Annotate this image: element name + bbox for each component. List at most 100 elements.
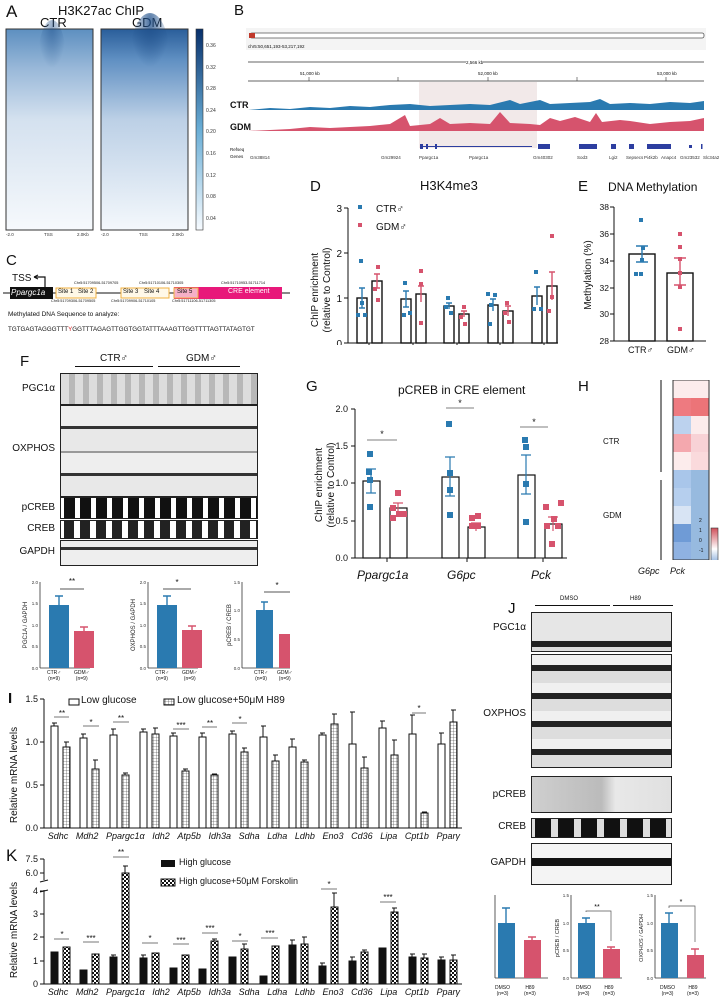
panel-g-letter: G [306,378,318,395]
gene-label: Ppargc1a [469,155,489,160]
svg-text:**: ** [118,714,124,723]
colorbar-ticks: 0.36 0.32 0.28 0.24 0.20 0.16 0.12 0.08 … [206,36,216,230]
svg-text:0.5: 0.5 [563,948,570,953]
h-col-pck: Pck [670,566,686,576]
svg-text:pCREB / CREB: pCREB / CREB [227,604,233,646]
blot-j-pcreb [531,776,672,813]
panel-d-letter: D [310,178,321,195]
svg-text:1: 1 [33,956,38,966]
x-label: Sdhc [47,987,69,997]
svg-text:ChIP enrichment: ChIP enrichment [314,448,325,523]
h-tick: 2 [699,518,702,524]
j-dmso-label: DMSO [560,596,578,602]
svg-text:1.5: 1.5 [647,893,654,898]
x-cat: CTR♂ [47,670,62,676]
j-blot-label: OXPHOS [483,708,526,719]
svg-text:1.0: 1.0 [335,478,348,488]
panel-h-letter: H [578,378,589,395]
x-label: Pparγ [436,831,460,841]
e-x-gdm: GDM♂ [667,345,695,355]
chart-e-title: DNA Methylation [608,180,698,194]
svg-text:***: *** [86,934,95,943]
x-label: Sdha [238,831,260,841]
gene-label: Lgi2 [609,155,618,160]
f-blot-label: OXPHOS [12,443,55,454]
legend-ctr: CTR♂ [376,204,405,215]
j-dmso-bracket [535,605,610,606]
x-label: Ldha [267,831,288,841]
x-label: Ppargc1α [106,831,145,841]
x-cat: DMSO [576,985,591,991]
site-5-label: Site 5 [177,289,193,295]
svg-text:0.0: 0.0 [563,976,570,981]
k-x-labels: Sdhc Mdh2 Ppargc1α Idh2 Atp5b Idh3a Sdha Ldha Ld… [44,987,464,997]
chart-g: 2.0 1.5 1.0 0.5 0.0 * * * ChIP enrichment (rel… [314,398,567,563]
blot-j-oxphos [531,654,672,768]
svg-text:0.5: 0.5 [335,516,348,526]
svg-text:**: ** [207,719,213,728]
svg-text:0.0: 0.0 [234,666,241,670]
legend-gdm: GDM♂ [376,222,407,233]
svg-text:1.0: 1.0 [32,623,39,628]
svg-text:1.0: 1.0 [563,921,570,926]
svg-text:***: *** [265,929,274,938]
coord-label: Chr5:51709906-51710105 [111,299,156,303]
k-legend-high: High glucose [179,857,232,867]
x-label: Idh3a [208,987,232,997]
f3-x-label: GDM♂ (n=9) [277,670,292,682]
x-label: Sdha [238,987,260,997]
svg-text:0: 0 [33,979,38,989]
svg-text:-2.0: -2.0 [101,232,109,237]
cbar-tick: 0.32 [206,64,216,71]
svg-text:*: * [327,880,330,889]
x-label: Cpt1b [404,831,429,841]
f2-x-label: CTR♂ (n=9) [155,670,169,682]
blot-f-gapdh [60,540,258,566]
gene-label: Gm38814 [250,155,270,160]
svg-text:-2.0: -2.0 [6,232,14,237]
f-quant-charts: 2.01.51.00.50.0 ** PGC1A / GAPDH 2.01.51… [23,577,290,670]
cre-element-label: CRE element [228,288,270,295]
x-n: (n=9) [278,676,291,682]
svg-text:**: ** [594,904,600,911]
x-cat: GDM♂ [277,670,293,676]
svg-text:32: 32 [600,283,610,293]
panel-i-letter: I [8,690,13,707]
x-label: Eno3 [322,987,344,997]
gene-label: Sod3 [577,155,588,160]
chart-i: 1.51.00.50.0 Relative mRNA levels *** ***… [9,694,462,833]
coord-label: Chr5:51709306-51709505 [51,299,96,303]
j-blot-label: pCREB [492,789,526,800]
svg-text:Methylation (%): Methylation (%) [583,240,594,309]
svg-text:*: * [532,417,536,427]
j2-x: H89 (n=3) [603,985,615,997]
svg-text:0.0: 0.0 [32,666,39,670]
genome-browser-b [246,28,706,149]
svg-text:0: 0 [336,339,342,345]
x-cat: CTR♂ [254,670,269,676]
h-group-ctr: CTR [603,437,620,446]
f1-x-label: GDM♂ (n=9) [74,670,89,682]
g-x-pck: Pck [531,568,552,582]
i-legend-h89: Low glucose+50μM H89 [177,695,285,706]
x-cat: DMSO [495,985,510,991]
seq-part: TGTGAGTAGGGTTT [8,326,69,333]
svg-text:*: * [238,932,241,941]
coord-label: Chr5:51709506-51709705 [74,281,119,285]
j-quant-charts: 1.5 1.0 0.5 0.0 ** pCREB / CREB 1.5 1.0 0.5 0.… [494,893,706,981]
x-label: Atp5b [177,987,201,997]
svg-text:1.0: 1.0 [25,737,38,747]
x-cat: H89 [525,985,535,991]
svg-text:***: *** [383,893,392,902]
svg-text:2.0: 2.0 [140,580,147,585]
svg-text:3: 3 [33,909,38,919]
svg-text:***: *** [176,721,185,730]
blot-j-gapdh [531,843,672,885]
blot-f-pcreb [60,497,258,519]
j-h89-bracket [613,605,673,606]
f-blot-label: GAPDH [19,546,55,557]
svg-text:*: * [380,429,384,439]
svg-text:0.5: 0.5 [25,780,38,790]
x-label: Cd36 [351,987,373,997]
methylated-sequence: TGTGAGTAGGGTTTYGGTTTAGAGTTGGTGGTATTTAAAG… [8,326,255,333]
